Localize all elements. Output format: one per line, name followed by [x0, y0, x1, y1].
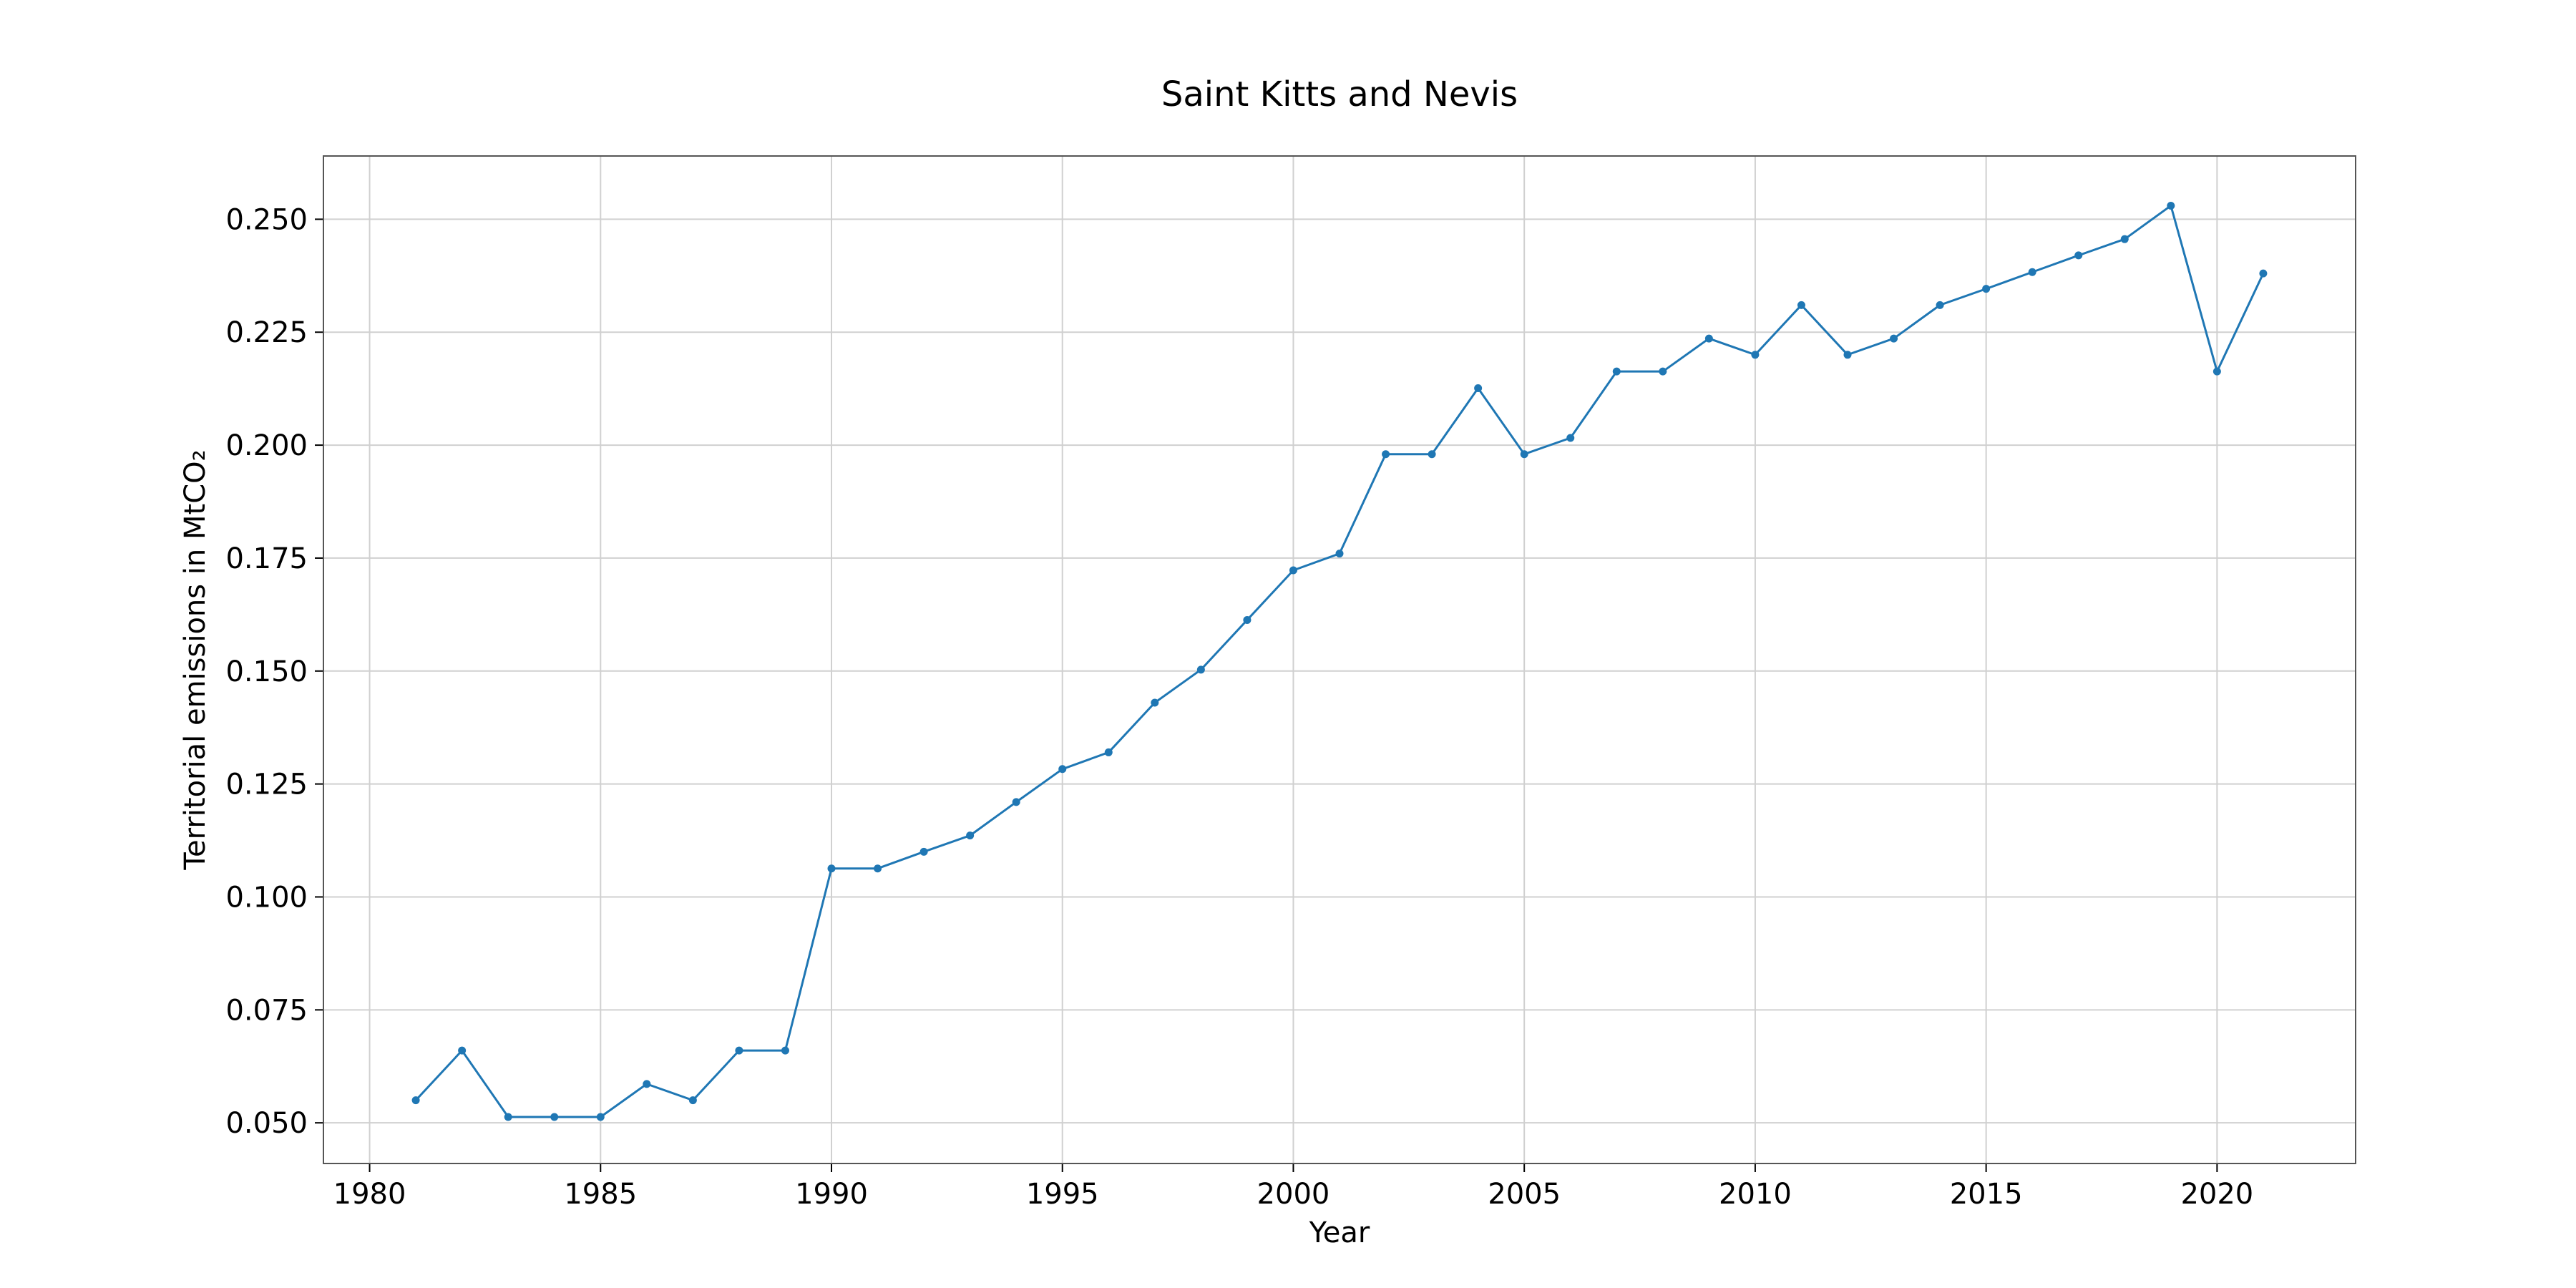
- y-tick-label: 0.250: [225, 203, 308, 236]
- data-point: [1196, 665, 1205, 674]
- data-point: [504, 1113, 512, 1121]
- x-tick-label: 1985: [564, 1178, 637, 1211]
- y-axis-label: Territorial emissions in MtCO₂: [179, 449, 212, 870]
- chart-title: Saint Kitts and Nevis: [1161, 74, 1518, 114]
- y-tick-label: 0.200: [225, 429, 308, 462]
- plot-frame: [323, 155, 2356, 1164]
- data-point: [1335, 550, 1344, 558]
- x-tick-label: 1980: [333, 1178, 406, 1211]
- data-point: [2120, 235, 2129, 243]
- data-point: [458, 1046, 467, 1055]
- x-tick-label: 2005: [1488, 1178, 1561, 1211]
- data-point: [1843, 351, 1852, 359]
- y-tick-label: 0.075: [225, 994, 308, 1027]
- x-tick-label: 2010: [1719, 1178, 1792, 1211]
- x-tick-label: 1995: [1026, 1178, 1099, 1211]
- data-point: [2259, 269, 2268, 278]
- data-point: [1289, 566, 1297, 575]
- data-point: [596, 1113, 605, 1121]
- data-point: [1474, 384, 1483, 393]
- data-point: [1520, 450, 1528, 459]
- x-axis-label: Year: [1309, 1216, 1370, 1249]
- data-point: [919, 847, 928, 856]
- data-point: [1104, 748, 1113, 756]
- data-point: [1890, 334, 1898, 343]
- y-tick-label: 0.050: [225, 1107, 308, 1140]
- data-point: [1151, 698, 1159, 707]
- data-point: [688, 1096, 697, 1105]
- data-point: [1243, 615, 1252, 624]
- data-point: [1566, 434, 1575, 442]
- data-point: [1659, 367, 1667, 376]
- y-tick-label: 0.175: [225, 542, 308, 575]
- data-point: [1382, 450, 1390, 459]
- y-tick-label: 0.225: [225, 316, 308, 349]
- series-layer: [411, 201, 2268, 1121]
- y-tick-label: 0.100: [225, 881, 308, 914]
- ticks-layer: 1980 1985 1990 1995 2000 2005 2010 2015 2020 0.05…: [225, 203, 2253, 1211]
- data-point: [874, 864, 882, 873]
- grid-layer: [323, 156, 2356, 1163]
- data-point: [2028, 268, 2036, 276]
- x-tick-label: 1990: [795, 1178, 868, 1211]
- y-tick-label: 0.125: [225, 769, 308, 801]
- data-point: [1428, 450, 1436, 459]
- data-point: [1012, 798, 1020, 806]
- data-point: [1936, 301, 1944, 309]
- data-point: [643, 1080, 651, 1088]
- x-tick-label: 2020: [2180, 1178, 2253, 1211]
- x-tick-label: 2015: [1950, 1178, 2023, 1211]
- data-point: [1797, 301, 1805, 309]
- x-tick-label: 2000: [1257, 1178, 1330, 1211]
- data-point: [2212, 367, 2221, 376]
- data-point: [1612, 367, 1621, 376]
- data-point: [550, 1113, 559, 1121]
- data-point: [1751, 351, 1760, 359]
- data-point: [735, 1046, 743, 1055]
- data-point: [1704, 334, 1713, 343]
- data-point: [827, 864, 836, 873]
- data-point: [2074, 251, 2083, 260]
- y-tick-label: 0.150: [225, 655, 308, 688]
- data-point: [966, 831, 975, 840]
- data-point: [2167, 201, 2175, 210]
- data-point: [1058, 765, 1067, 774]
- data-point: [781, 1046, 789, 1055]
- data-point: [411, 1096, 420, 1105]
- data-point: [1982, 285, 1991, 293]
